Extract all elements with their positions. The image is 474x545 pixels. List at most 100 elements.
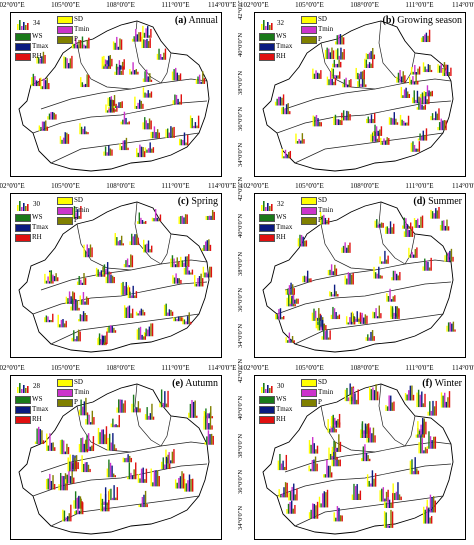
station-bars: [183, 265, 194, 275]
station-bars: [110, 415, 120, 428]
station-bar: [210, 215, 212, 220]
station-bar: [103, 264, 106, 275]
station-bar: [447, 226, 450, 231]
station-bar: [58, 484, 60, 491]
station-bars: [201, 239, 212, 251]
station-bar: [358, 75, 361, 87]
station-bar: [176, 318, 178, 322]
station-bar: [276, 98, 278, 106]
station-bar: [447, 252, 449, 262]
station-bar: [137, 71, 139, 75]
station-bar: [147, 123, 149, 130]
station-bar: [66, 58, 68, 69]
longitude-label: 114°0'0"E: [452, 182, 474, 190]
station-bar: [286, 509, 288, 514]
station-bar: [84, 251, 87, 258]
station-bars: [144, 142, 155, 153]
station-bar: [47, 445, 50, 451]
station-bar: [323, 323, 325, 331]
station-bar: [71, 337, 73, 342]
station-bar: [135, 69, 137, 75]
station-bar: [143, 221, 145, 224]
station-bar: [360, 429, 362, 434]
station-bar: [347, 245, 350, 253]
latitude-label: 36°0'0"N: [237, 106, 244, 131]
station-bar: [76, 498, 78, 509]
station-bar: [106, 327, 109, 333]
station-bar: [130, 313, 132, 319]
station-bar: [39, 429, 42, 445]
station-bar: [384, 141, 387, 145]
station-bars: [85, 410, 95, 425]
station-bar: [122, 140, 124, 151]
station-bar: [352, 387, 355, 405]
station-bar: [139, 144, 141, 158]
legend-label: RH: [32, 415, 42, 423]
station-bar: [390, 117, 392, 125]
station-bar: [428, 431, 430, 449]
station-bars: [138, 490, 148, 508]
station-bar: [201, 248, 204, 251]
station-bar: [156, 470, 159, 487]
station-bars: [137, 212, 147, 224]
station-bar: [153, 470, 156, 487]
station-bar: [50, 480, 53, 490]
station-bars: [400, 86, 411, 98]
station-bar: [120, 146, 123, 151]
zone-boundary: [134, 201, 162, 265]
station-bar: [211, 210, 214, 220]
station-bar: [167, 128, 169, 138]
station-bar: [75, 212, 77, 219]
station-bar: [317, 118, 319, 127]
station-bars: [165, 126, 175, 138]
station-bars: [370, 130, 380, 142]
station-bar: [334, 419, 336, 428]
station-bar: [349, 242, 351, 253]
station-bar: [415, 99, 417, 104]
station-bar: [421, 215, 424, 228]
station-bar: [331, 78, 333, 86]
station-bars: [430, 206, 440, 219]
station-bar: [146, 504, 148, 508]
station-bar: [104, 434, 106, 445]
station-bar: [427, 35, 429, 43]
station-bar: [129, 69, 131, 75]
station-bar: [381, 275, 383, 279]
station-bar: [394, 306, 397, 317]
station-bar: [338, 59, 340, 68]
station-bar: [315, 70, 317, 79]
legend-swatch: [57, 389, 73, 397]
station-bar: [412, 471, 415, 475]
station-bar: [355, 67, 357, 80]
station-bar: [450, 248, 453, 262]
station-bar: [330, 264, 333, 276]
station-bar: [145, 468, 148, 483]
station-bar: [116, 487, 119, 501]
station-bar: [182, 473, 185, 489]
station-bar: [385, 491, 388, 502]
station-bar: [372, 311, 374, 319]
station-bar: [80, 399, 82, 416]
station-bars: [403, 225, 414, 237]
station-bar: [340, 47, 342, 60]
station-bar: [412, 394, 415, 401]
station-bar: [100, 429, 103, 445]
station-bar: [131, 403, 133, 413]
station-bars: [323, 459, 333, 478]
station-bar: [362, 446, 365, 462]
station-bars: [150, 468, 160, 487]
station-bar: [386, 293, 388, 302]
latitude-label: 42°0'0"N: [237, 177, 244, 202]
station-bar: [422, 130, 424, 141]
station-bar: [67, 134, 70, 144]
station-bar: [111, 465, 113, 478]
station-bar: [149, 249, 151, 253]
station-bar: [152, 416, 155, 420]
station-bar: [313, 443, 315, 454]
station-bar: [140, 308, 143, 316]
station-bar: [148, 415, 150, 420]
station-bar: [284, 482, 287, 498]
region-outline: [18, 383, 210, 535]
legend-swatch: [15, 43, 31, 51]
station-bar: [367, 455, 369, 462]
